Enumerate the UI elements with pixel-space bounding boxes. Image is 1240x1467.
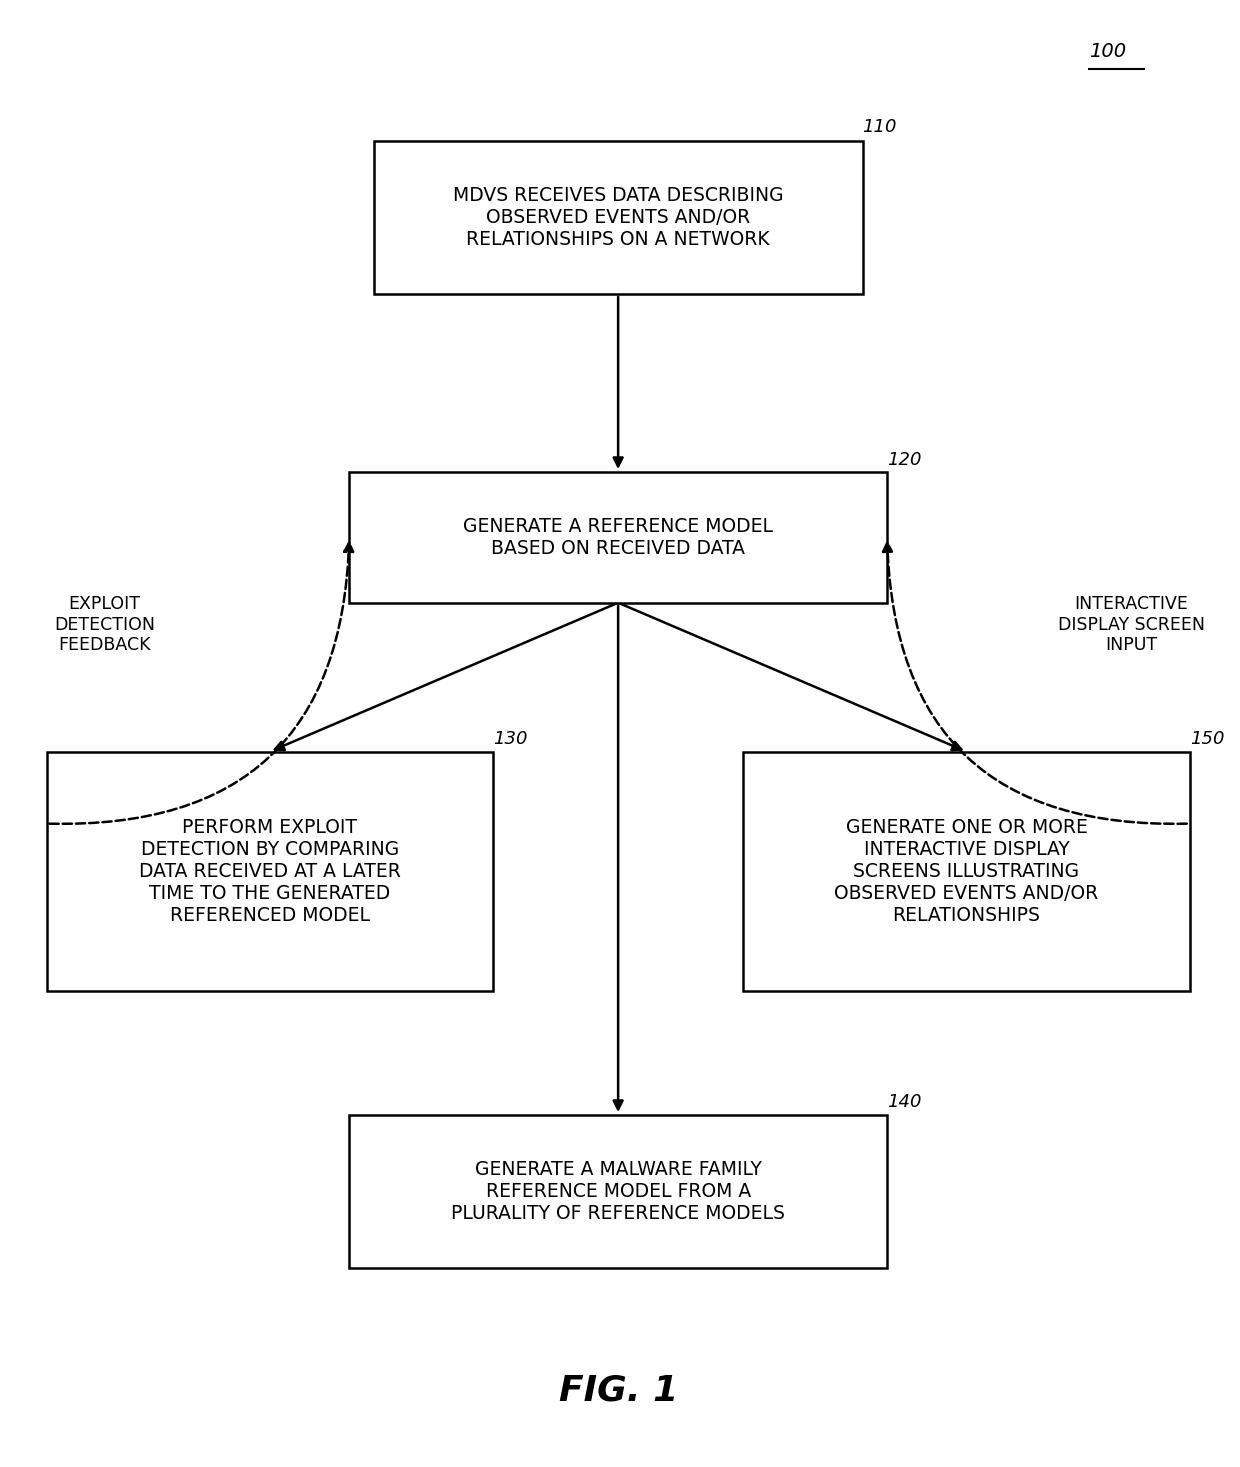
FancyArrowPatch shape bbox=[50, 543, 353, 824]
Text: 110: 110 bbox=[863, 119, 897, 136]
FancyBboxPatch shape bbox=[373, 141, 863, 293]
FancyBboxPatch shape bbox=[744, 751, 1189, 992]
FancyBboxPatch shape bbox=[350, 1115, 887, 1267]
Text: 150: 150 bbox=[1190, 731, 1225, 748]
Text: GENERATE A REFERENCE MODEL
BASED ON RECEIVED DATA: GENERATE A REFERENCE MODEL BASED ON RECE… bbox=[463, 516, 773, 557]
Text: GENERATE A MALWARE FAMILY
REFERENCE MODEL FROM A
PLURALITY OF REFERENCE MODELS: GENERATE A MALWARE FAMILY REFERENCE MODE… bbox=[451, 1160, 785, 1222]
Text: 130: 130 bbox=[494, 731, 528, 748]
Text: PERFORM EXPLOIT
DETECTION BY COMPARING
DATA RECEIVED AT A LATER
TIME TO THE GENE: PERFORM EXPLOIT DETECTION BY COMPARING D… bbox=[139, 819, 401, 926]
Text: 140: 140 bbox=[887, 1093, 921, 1112]
Text: EXPLOIT
DETECTION
FEEDBACK: EXPLOIT DETECTION FEEDBACK bbox=[55, 594, 155, 654]
Text: MDVS RECEIVES DATA DESCRIBING
OBSERVED EVENTS AND/OR
RELATIONSHIPS ON A NETWORK: MDVS RECEIVES DATA DESCRIBING OBSERVED E… bbox=[453, 186, 784, 249]
Text: GENERATE ONE OR MORE
INTERACTIVE DISPLAY
SCREENS ILLUSTRATING
OBSERVED EVENTS AN: GENERATE ONE OR MORE INTERACTIVE DISPLAY… bbox=[835, 819, 1099, 926]
FancyBboxPatch shape bbox=[47, 751, 492, 992]
Text: 120: 120 bbox=[887, 450, 921, 469]
FancyArrowPatch shape bbox=[883, 543, 1187, 824]
Text: INTERACTIVE
DISPLAY SCREEN
INPUT: INTERACTIVE DISPLAY SCREEN INPUT bbox=[1058, 594, 1205, 654]
FancyBboxPatch shape bbox=[350, 472, 887, 603]
Text: FIG. 1: FIG. 1 bbox=[558, 1373, 678, 1407]
Text: 100: 100 bbox=[1089, 41, 1126, 60]
